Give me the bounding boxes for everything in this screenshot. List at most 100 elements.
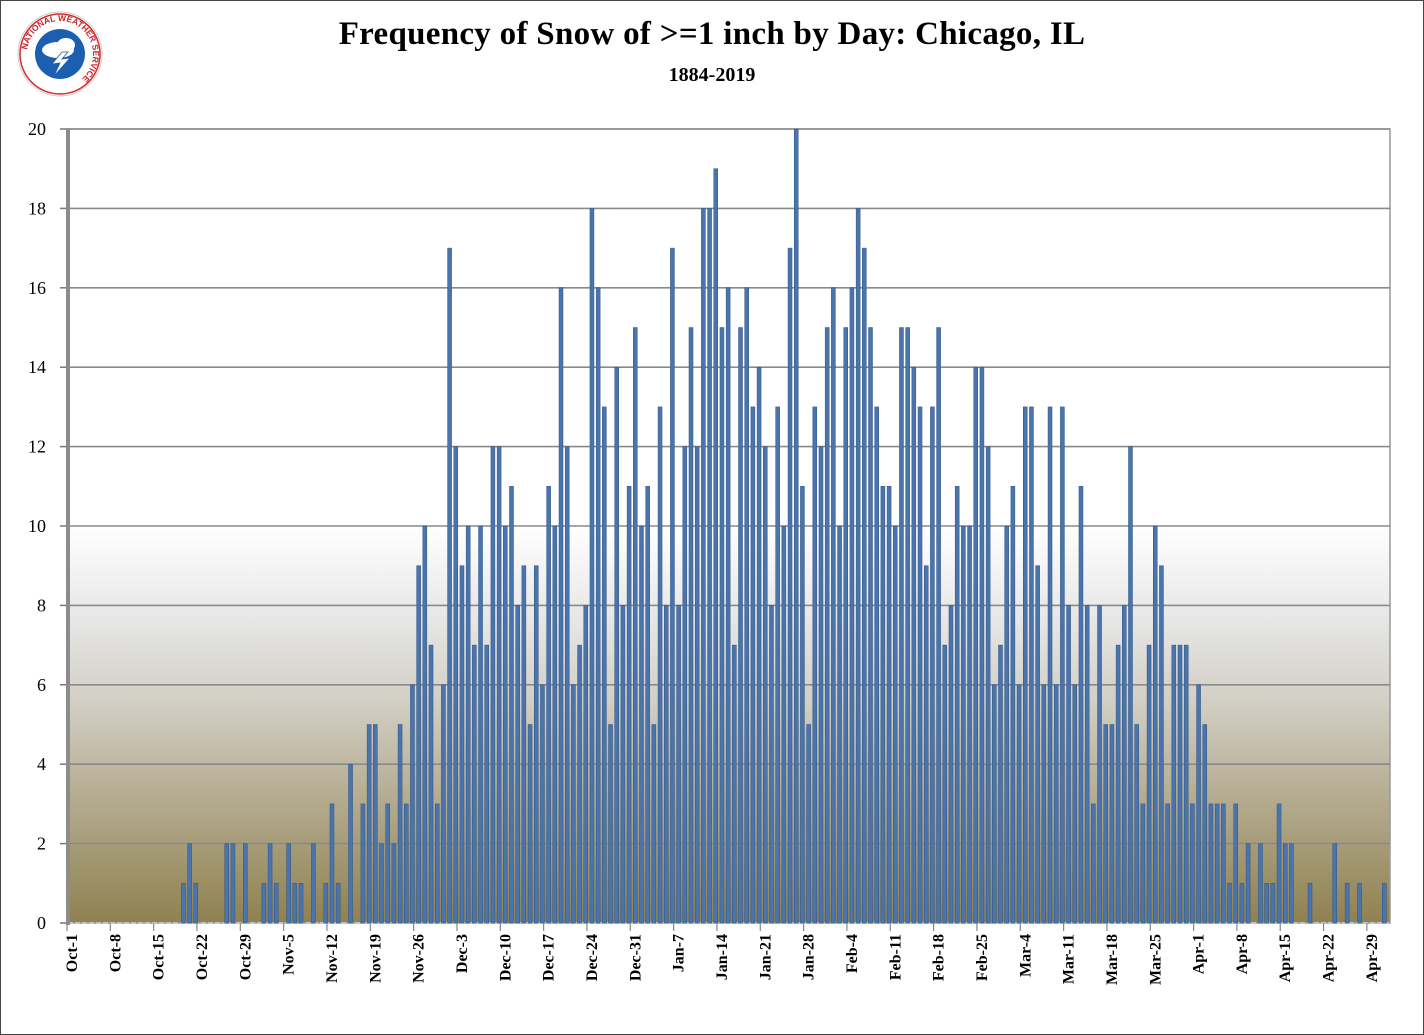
bar bbox=[181, 883, 186, 924]
y-tick-label: 2 bbox=[37, 834, 46, 854]
bar bbox=[422, 525, 428, 924]
bar bbox=[707, 208, 712, 924]
x-tick-label: Jan-14 bbox=[714, 934, 731, 980]
bar bbox=[286, 843, 291, 924]
bar bbox=[967, 525, 972, 924]
bar bbox=[849, 287, 855, 924]
bar bbox=[323, 883, 329, 924]
bar bbox=[688, 327, 694, 924]
x-tick-label: Nov-12 bbox=[324, 934, 341, 983]
y-tick-label: 10 bbox=[28, 516, 46, 536]
bar bbox=[1078, 486, 1084, 924]
bar bbox=[1183, 644, 1189, 924]
bar bbox=[1004, 525, 1009, 924]
bar bbox=[651, 724, 657, 924]
bar bbox=[459, 565, 465, 924]
bar bbox=[893, 525, 898, 924]
nws-logo: NATIONAL WEATHER SERVICE bbox=[17, 11, 103, 97]
bar bbox=[657, 406, 663, 924]
x-tick-label: Apr-15 bbox=[1277, 934, 1294, 982]
bar bbox=[1146, 644, 1152, 924]
bar bbox=[509, 486, 514, 924]
bar bbox=[633, 327, 638, 924]
bar bbox=[1270, 883, 1276, 924]
bar bbox=[1047, 406, 1053, 924]
bar bbox=[701, 208, 706, 924]
bar bbox=[676, 605, 681, 924]
bar bbox=[230, 843, 236, 924]
bar bbox=[837, 525, 842, 924]
bar bbox=[905, 327, 910, 924]
bar bbox=[1245, 843, 1251, 924]
bar bbox=[335, 883, 341, 924]
bar bbox=[453, 446, 459, 924]
bar bbox=[441, 684, 446, 924]
bar bbox=[1171, 644, 1177, 924]
bar bbox=[1029, 406, 1034, 924]
bar bbox=[534, 565, 539, 924]
bar bbox=[639, 525, 644, 924]
bar bbox=[1010, 486, 1016, 924]
bar bbox=[1202, 724, 1208, 924]
bar bbox=[1016, 684, 1022, 924]
bar bbox=[973, 366, 978, 924]
bar bbox=[725, 287, 731, 924]
bar bbox=[1190, 803, 1195, 924]
bar bbox=[1122, 605, 1127, 924]
bar bbox=[1165, 803, 1170, 924]
x-tick-label: Nov-26 bbox=[411, 934, 428, 983]
x-tick-label: Feb-4 bbox=[844, 934, 861, 973]
chart-subtitle: 1884-2019 bbox=[668, 64, 756, 86]
bar bbox=[595, 287, 601, 924]
x-tick-label: Feb-25 bbox=[974, 934, 991, 981]
bar bbox=[1128, 446, 1133, 924]
x-tick-label: Oct-8 bbox=[107, 934, 124, 972]
bar bbox=[917, 406, 923, 924]
bar bbox=[1258, 843, 1263, 924]
bar bbox=[558, 287, 564, 924]
x-tick-label: Oct-22 bbox=[194, 934, 211, 980]
x-tick-label: Mar-25 bbox=[1147, 934, 1164, 985]
bar bbox=[484, 644, 489, 924]
bar bbox=[614, 366, 619, 924]
bar bbox=[1264, 883, 1269, 924]
bar bbox=[948, 605, 954, 924]
bar bbox=[546, 486, 551, 924]
bar bbox=[311, 843, 316, 924]
bar bbox=[1344, 883, 1350, 924]
bar bbox=[812, 406, 818, 924]
bar bbox=[1084, 605, 1090, 924]
bar bbox=[1053, 684, 1059, 924]
bar bbox=[1208, 803, 1214, 924]
bar bbox=[954, 486, 960, 924]
bar bbox=[663, 605, 669, 924]
bar bbox=[756, 366, 762, 924]
bar bbox=[1091, 803, 1096, 924]
bar bbox=[373, 724, 378, 924]
bar bbox=[589, 208, 595, 924]
bar bbox=[1214, 803, 1220, 924]
bar bbox=[1382, 883, 1387, 924]
bar bbox=[292, 883, 298, 924]
x-tick-label: Oct-29 bbox=[237, 934, 254, 980]
bar bbox=[930, 406, 935, 924]
bar bbox=[824, 327, 830, 924]
bar bbox=[855, 208, 861, 924]
bar bbox=[682, 446, 688, 924]
chart-title: Frequency of Snow of >=1 inch by Day: Ch… bbox=[338, 16, 1086, 52]
bar bbox=[645, 486, 650, 924]
bar bbox=[472, 644, 477, 924]
x-tick-label: Jan-28 bbox=[801, 934, 818, 980]
bar bbox=[348, 763, 353, 924]
bar bbox=[1227, 883, 1232, 924]
x-tick-label: Feb-18 bbox=[931, 934, 948, 981]
x-tick-label: Mar-4 bbox=[1017, 934, 1034, 977]
bar bbox=[379, 843, 384, 924]
bar bbox=[552, 525, 558, 924]
bar bbox=[831, 287, 836, 924]
bar bbox=[1276, 803, 1282, 924]
bar bbox=[410, 684, 415, 924]
bar bbox=[911, 366, 917, 924]
bar bbox=[1239, 883, 1245, 924]
